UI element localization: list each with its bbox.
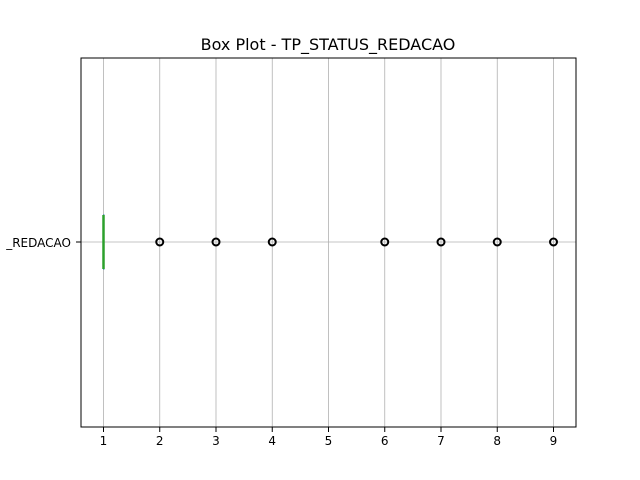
x-tick-label: 1 [100, 434, 108, 448]
y-axis-tick: _REDACAO [5, 236, 81, 250]
x-tick-label: 6 [381, 434, 389, 448]
outlier-point [436, 237, 446, 247]
x-tick-label: 5 [325, 434, 333, 448]
x-tick-label: 7 [437, 434, 445, 448]
grid-lines [81, 58, 576, 427]
y-tick-label: _REDACAO [5, 236, 71, 250]
x-tick-label: 8 [493, 434, 501, 448]
outlier-point [492, 237, 502, 247]
x-tick-label: 4 [268, 434, 276, 448]
x-axis-ticks: 1 2 3 4 5 6 7 8 9 [100, 427, 558, 448]
outlier-point [549, 237, 558, 247]
outlier-points [155, 237, 558, 247]
outlier-point [380, 237, 390, 247]
outlier-point [211, 237, 221, 247]
x-tick-label: 3 [212, 434, 220, 448]
x-tick-label: 2 [156, 434, 164, 448]
outlier-point [267, 237, 277, 247]
outlier-point [155, 237, 165, 247]
chart-title: Box Plot - TP_STATUS_REDACAO [201, 35, 456, 55]
box-element [102, 214, 105, 270]
x-tick-label: 9 [550, 434, 558, 448]
